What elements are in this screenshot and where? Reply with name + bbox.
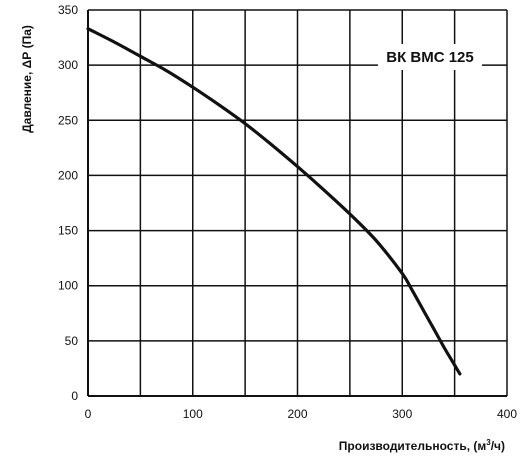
y-tick-label: 100 (58, 279, 78, 293)
grid-layer (87, 9, 508, 397)
x-tick-label: 0 (85, 407, 92, 421)
y-axis-title: Давление, ΔР (Па) (20, 25, 34, 133)
chart-title-box (378, 44, 482, 70)
x-tick-label: 400 (497, 407, 517, 421)
y-tick-label: 0 (71, 389, 78, 403)
y-tick-label: 200 (58, 168, 78, 182)
x-tick-label: 100 (183, 407, 203, 421)
x-axis-title-main: Производительность, (м (339, 439, 487, 453)
series-layer (86, 27, 462, 376)
tick-label-layer: 0 50 100 150 200 250 300 350 0 100 200 300 400 (58, 3, 517, 421)
performance-curve (86, 27, 462, 376)
x-axis-title-sup: 3 (486, 438, 491, 447)
x-axis-title-tail: /ч) (491, 439, 505, 453)
y-tick-label: 300 (58, 58, 78, 72)
x-tick-label: 300 (392, 407, 412, 421)
x-tick-label: 200 (287, 407, 307, 421)
chart-title: ВК ВМС 125 (386, 49, 474, 66)
y-tick-label: 50 (65, 334, 79, 348)
x-axis-title: Производительность, (м3/ч) (339, 438, 505, 453)
axis-layer (87, 10, 507, 397)
y-tick-label: 150 (58, 224, 78, 238)
y-tick-label: 250 (58, 113, 78, 127)
y-tick-label: 350 (58, 3, 78, 17)
